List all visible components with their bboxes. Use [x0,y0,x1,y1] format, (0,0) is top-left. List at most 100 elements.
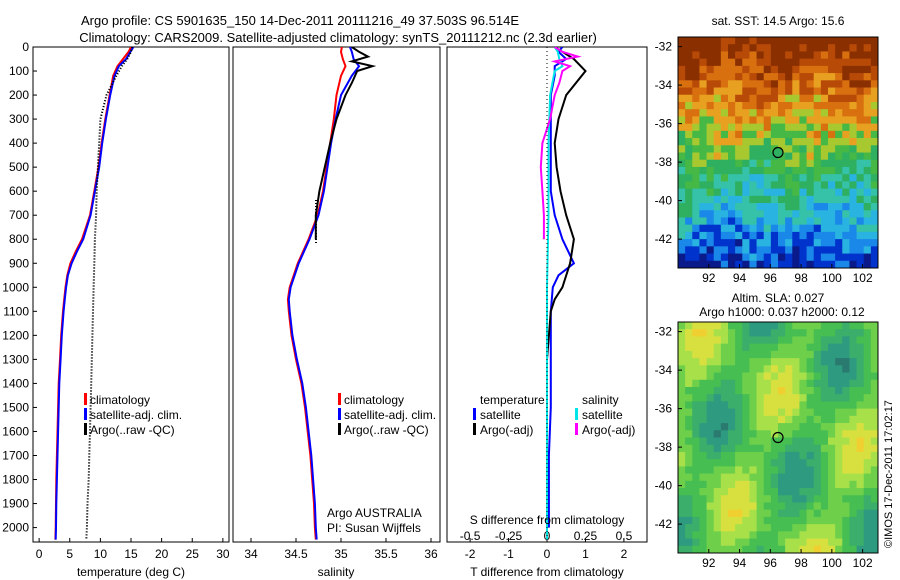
map-cell [728,123,736,132]
map-cell [763,322,772,330]
map-cell [828,437,836,446]
map-cell [863,174,872,182]
map-cell [685,73,693,81]
map-cell [720,386,729,395]
map-cell [849,166,857,175]
map-cell [799,538,807,547]
map-cell [728,145,736,153]
map-cell [785,480,793,489]
map-cell [828,80,836,88]
map-cell [778,509,786,518]
map-cell [706,181,715,189]
map-cell [756,322,765,330]
map-cell [799,159,807,168]
map-cell [835,145,843,153]
map-cell [742,130,750,139]
map-cell [713,538,722,547]
map-cell [720,524,729,532]
map-cell [749,210,757,218]
map-cell [792,350,800,359]
map-cell [735,145,743,153]
map-cell [835,109,843,117]
map-cell [749,444,757,453]
map-cell [699,509,707,518]
map-cell [792,217,800,226]
map-cell [749,531,757,539]
map-cell [870,152,879,161]
map-cell [713,210,722,218]
map-cell [742,538,750,547]
s-difference-tick-label: 0.25 [574,529,598,543]
map-cell [770,336,779,345]
map-y-tick-label: -34 [655,78,673,92]
map-cell [720,246,729,254]
map-cell [828,372,836,381]
map-cell [778,224,786,233]
map-cell [778,260,786,269]
map-cell [756,372,765,381]
map-cell [799,58,807,67]
map-cell [778,80,786,88]
map-cell [778,159,786,168]
map-y-tick-label: -42 [655,517,673,531]
map-cell [849,466,857,474]
depth-tick-label: 500 [9,160,29,174]
map-cell [706,524,715,532]
map-cell [778,379,786,388]
map-cell [770,343,779,352]
map-cell [856,358,865,366]
map-cell [828,343,836,352]
map-cell [863,423,872,431]
map-cell [699,123,707,132]
map-cell [685,166,693,175]
legend-swatch-climatology [338,393,341,405]
map-cell [763,37,772,45]
map-cell [763,394,772,402]
map-cell [828,473,836,482]
map-cell [820,195,829,204]
depth-tick-label: 1600 [2,424,29,438]
map-cell [813,159,822,168]
map-cell [813,386,822,395]
map-cell [856,365,865,373]
map-cell [849,538,857,547]
map-cell [820,365,829,373]
map-cell [763,159,772,168]
map-cell [685,188,693,197]
map-cell [856,488,865,496]
map-cell [813,116,822,125]
map-cell [778,386,786,395]
map-cell [692,358,700,366]
map-cell [792,65,800,74]
map-cell [785,516,793,525]
map-cell [792,174,800,182]
map-cell [749,231,757,240]
map-cell [813,336,822,345]
map-cell [692,488,700,496]
map-cell [728,437,736,446]
map-cell [735,473,743,482]
map-cell [720,73,729,81]
map-cell [770,444,779,453]
map-cell [685,379,693,388]
map-cell [692,437,700,446]
map-cell [828,379,836,388]
map-cell [813,94,822,103]
map-cell [720,423,729,431]
map-cell [692,466,700,474]
map-cell [735,437,743,446]
map-cell [720,444,729,453]
map-cell [720,174,729,182]
map-cell [778,459,786,467]
map-cell [863,437,872,446]
map-cell [720,343,729,352]
depth-tick-label: 1800 [2,473,29,487]
map-cell [792,87,800,96]
map-cell [828,495,836,503]
map-cell [820,502,829,511]
map-cell [713,408,722,417]
map-cell [806,145,815,153]
map-cell [735,423,743,431]
map-cell [742,195,750,204]
map-cell [785,101,793,110]
